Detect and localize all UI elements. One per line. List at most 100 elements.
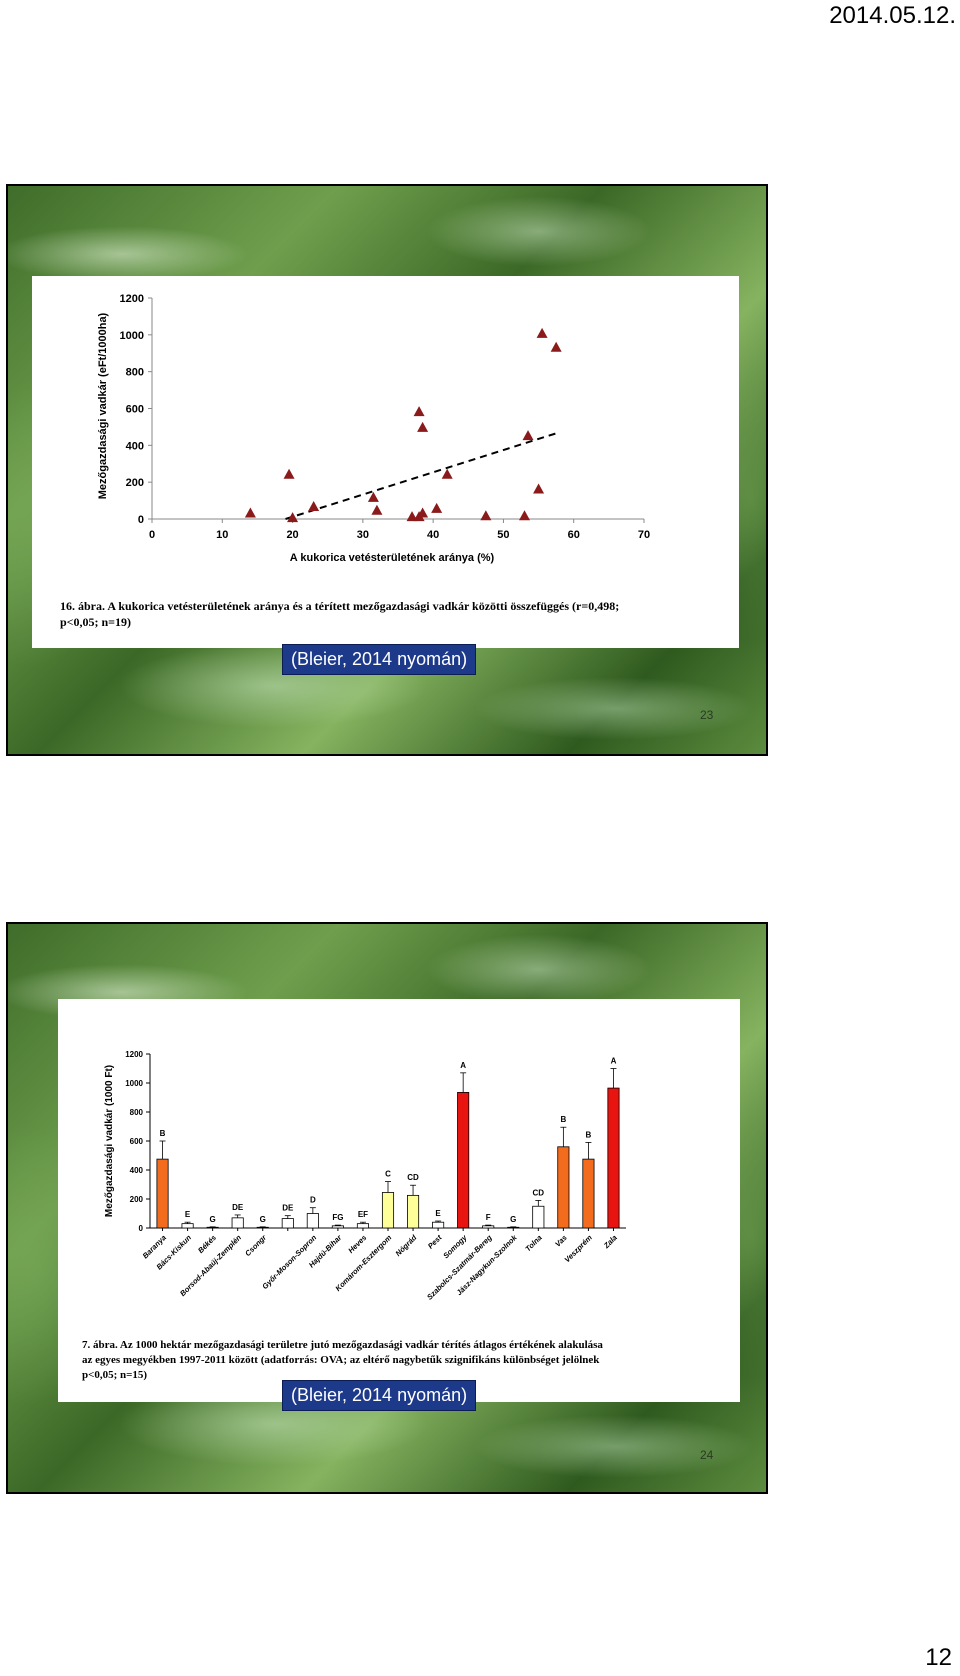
y-tick-label: 400	[130, 1166, 144, 1175]
data-point	[287, 512, 299, 523]
data-point	[533, 483, 545, 494]
data-point	[519, 510, 531, 521]
significance-letter: F	[486, 1213, 491, 1222]
data-point	[406, 511, 418, 522]
caption-line: 16. ábra. A kukorica vetésterületének ar…	[60, 599, 620, 613]
bar	[482, 1225, 495, 1229]
significance-letter: B	[560, 1115, 566, 1124]
header-date: 2014.05.12.	[829, 2, 956, 29]
x-tick-label: 40	[427, 529, 439, 541]
bar	[507, 1226, 520, 1229]
significance-letter: B	[586, 1130, 592, 1139]
y-tick-label: 800	[126, 367, 144, 379]
y-axis-label: Mezőgazdasági vadkár (1000 Ft)	[104, 1065, 115, 1217]
bar	[356, 1223, 369, 1229]
significance-letter: CD	[407, 1173, 419, 1182]
data-point	[536, 327, 548, 338]
y-tick-label: 1000	[125, 1079, 143, 1088]
significance-letter: A	[611, 1057, 617, 1066]
source-label: (Bleier, 2014 nyomán)	[282, 644, 477, 675]
data-point	[417, 421, 429, 432]
bar	[256, 1226, 269, 1229]
significance-letter: E	[185, 1210, 191, 1219]
y-tick-label: 600	[130, 1137, 144, 1146]
x-tick-label: 10	[216, 529, 228, 541]
data-point	[441, 468, 453, 479]
bar	[432, 1221, 445, 1229]
caption-line: p<0,05; n=15)	[82, 1369, 148, 1381]
data-point	[480, 510, 492, 521]
y-tick-label: 0	[139, 1224, 144, 1233]
bar	[557, 1146, 570, 1229]
y-tick-label: 200	[130, 1195, 144, 1204]
slide-number: 23	[700, 708, 714, 722]
bar	[532, 1205, 545, 1229]
significance-letter: EF	[358, 1210, 368, 1219]
x-tick-label: 30	[357, 529, 369, 541]
x-tick-label: 20	[286, 529, 298, 541]
bar	[407, 1194, 420, 1229]
figure-caption: 7. ábra. Az 1000 hektár mezőgazdasági te…	[82, 1338, 722, 1383]
data-point	[244, 507, 256, 518]
bar	[206, 1226, 219, 1229]
data-point	[550, 341, 562, 352]
x-axis-label: A kukorica vetésterületének aránya (%)	[290, 552, 495, 564]
bar	[306, 1213, 319, 1229]
x-tick-label: Veszprém	[563, 1233, 594, 1264]
y-tick-label: 800	[130, 1108, 144, 1117]
bar	[231, 1217, 244, 1229]
data-point	[431, 502, 443, 513]
x-tick-label: 60	[568, 529, 580, 541]
chart-panel: 0 200 400 600 800 1000 1200 B Baranya E Bács-Kisk…	[58, 999, 740, 1402]
bar	[582, 1158, 595, 1229]
bar	[457, 1092, 470, 1229]
caption-line: p<0,05; n=19)	[60, 615, 132, 629]
source-label: (Bleier, 2014 nyomán)	[282, 1380, 477, 1411]
caption-line: 7. ábra. Az 1000 hektár mezőgazdasági te…	[82, 1339, 603, 1351]
bar	[181, 1223, 194, 1229]
significance-letter: A	[460, 1061, 466, 1070]
x-tick-label: Békés	[196, 1233, 218, 1255]
y-tick-label: 1200	[120, 293, 144, 305]
page-number: 12	[925, 1644, 952, 1671]
data-point	[367, 491, 379, 502]
scatter-chart: 0 200 400 600 800 1000 1200 0 10 20 30 40 50 60 70 A k…	[97, 293, 650, 564]
significance-letter: DE	[232, 1203, 244, 1212]
x-tick-label: Csongr	[243, 1232, 269, 1258]
x-tick-label: Heves	[346, 1233, 368, 1255]
data-point	[522, 430, 534, 441]
significance-letter: FG	[332, 1213, 343, 1222]
y-tick-label: 1200	[125, 1050, 143, 1059]
trendline	[285, 432, 557, 520]
y-tick-label: 0	[138, 514, 144, 526]
significance-letter: B	[160, 1129, 166, 1138]
chart-panel: 0 200 400 600 800 1000 1200 0 10 20 30 40 50 60 70 A k…	[32, 276, 739, 648]
data-point	[417, 507, 429, 518]
significance-letter: D	[310, 1196, 316, 1205]
slide-24: 0 200 400 600 800 1000 1200 B Baranya E Bács-Kisk…	[6, 922, 768, 1494]
bar	[381, 1192, 395, 1229]
significance-letter: G	[210, 1215, 216, 1224]
x-tick-label: Vas	[553, 1233, 569, 1249]
significance-letter: G	[260, 1215, 266, 1224]
data-point	[283, 468, 295, 479]
x-tick-label: 50	[497, 529, 509, 541]
y-tick-label: 200	[126, 477, 144, 489]
significance-letter: CD	[533, 1188, 545, 1197]
slide-23: 0 200 400 600 800 1000 1200 0 10 20 30 40 50 60 70 A k…	[6, 184, 768, 756]
x-tick-label: Nógrád	[394, 1233, 419, 1258]
data-point	[371, 504, 383, 515]
bar	[156, 1158, 169, 1229]
significance-letter: DE	[282, 1204, 294, 1213]
bar	[281, 1218, 294, 1229]
data-point	[413, 406, 425, 417]
bar	[331, 1225, 344, 1229]
significance-letter: G	[510, 1215, 516, 1224]
x-tick-label: 0	[149, 529, 155, 541]
figure-caption: 16. ábra. A kukorica vetésterületének ar…	[60, 598, 710, 630]
y-tick-label: 1000	[120, 330, 144, 342]
x-tick-label: Tolna	[523, 1233, 543, 1253]
y-axis-label: Mezőgazdasági vadkár (eFt/1000ha)	[97, 312, 109, 499]
y-tick-label: 600	[126, 404, 144, 416]
